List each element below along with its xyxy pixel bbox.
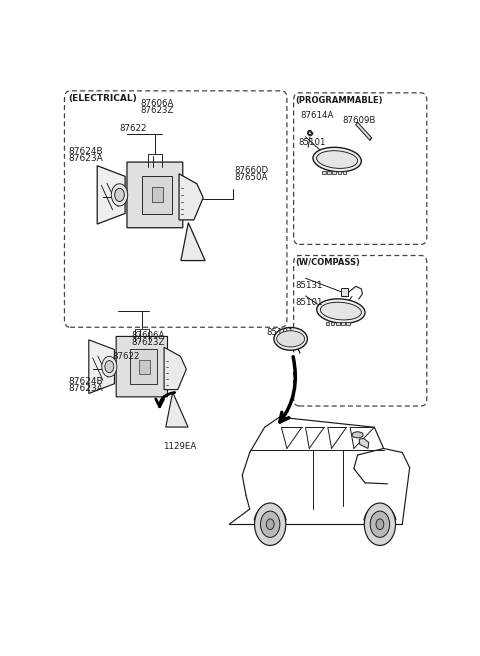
FancyBboxPatch shape <box>322 171 325 174</box>
Text: (PROGRAMMABLE): (PROGRAMMABLE) <box>296 96 383 105</box>
Text: 87623A: 87623A <box>68 155 103 163</box>
Circle shape <box>115 188 124 201</box>
Polygon shape <box>356 122 372 140</box>
FancyBboxPatch shape <box>129 165 181 225</box>
Ellipse shape <box>317 151 358 169</box>
Text: (W/COMPASS): (W/COMPASS) <box>296 258 360 267</box>
Text: 85131: 85131 <box>296 281 323 290</box>
Ellipse shape <box>317 299 365 323</box>
Text: 87622: 87622 <box>120 124 147 133</box>
Text: 87623Z: 87623Z <box>132 338 165 347</box>
FancyBboxPatch shape <box>347 322 350 325</box>
FancyBboxPatch shape <box>327 171 331 174</box>
FancyBboxPatch shape <box>120 341 164 392</box>
Text: 87614A: 87614A <box>300 111 333 120</box>
FancyBboxPatch shape <box>341 289 348 297</box>
Polygon shape <box>179 174 203 220</box>
Circle shape <box>254 503 286 545</box>
FancyBboxPatch shape <box>336 322 339 325</box>
Ellipse shape <box>352 432 363 438</box>
Text: 85101: 85101 <box>267 328 294 337</box>
Circle shape <box>266 519 274 529</box>
Polygon shape <box>97 166 125 224</box>
FancyBboxPatch shape <box>152 188 163 203</box>
FancyBboxPatch shape <box>326 322 329 325</box>
Ellipse shape <box>276 331 305 347</box>
FancyBboxPatch shape <box>130 349 157 384</box>
Circle shape <box>111 184 128 206</box>
Polygon shape <box>359 438 369 449</box>
Circle shape <box>105 361 114 373</box>
Text: 87623A: 87623A <box>68 384 103 393</box>
Text: 87660D: 87660D <box>234 165 268 174</box>
Text: 1129EA: 1129EA <box>163 442 197 451</box>
Polygon shape <box>166 392 188 427</box>
FancyBboxPatch shape <box>118 338 166 394</box>
Ellipse shape <box>313 148 361 172</box>
Ellipse shape <box>274 327 307 350</box>
Circle shape <box>261 511 280 537</box>
FancyBboxPatch shape <box>343 171 346 174</box>
Text: 85101: 85101 <box>299 138 326 148</box>
FancyBboxPatch shape <box>333 171 336 174</box>
FancyBboxPatch shape <box>116 337 168 397</box>
FancyBboxPatch shape <box>127 162 183 228</box>
Circle shape <box>364 503 396 545</box>
FancyBboxPatch shape <box>142 176 172 214</box>
Polygon shape <box>181 222 205 260</box>
Text: 85101: 85101 <box>296 298 323 307</box>
FancyBboxPatch shape <box>131 167 179 222</box>
FancyBboxPatch shape <box>331 322 335 325</box>
Circle shape <box>376 519 384 529</box>
Ellipse shape <box>320 302 361 320</box>
Circle shape <box>370 511 390 537</box>
FancyBboxPatch shape <box>337 171 341 174</box>
Text: 87606A: 87606A <box>132 331 165 340</box>
FancyBboxPatch shape <box>341 322 345 325</box>
Text: 87624B: 87624B <box>68 148 103 156</box>
Text: 87650A: 87650A <box>234 173 267 182</box>
FancyBboxPatch shape <box>140 359 150 374</box>
Text: (ELECTRICAL): (ELECTRICAL) <box>68 94 137 103</box>
Polygon shape <box>164 347 186 390</box>
Text: 87606A: 87606A <box>140 99 173 108</box>
Text: 87624B: 87624B <box>68 377 103 386</box>
Text: 87609B: 87609B <box>342 116 375 125</box>
Text: 87623Z: 87623Z <box>140 106 173 115</box>
Circle shape <box>102 356 117 377</box>
Polygon shape <box>89 340 114 394</box>
Text: 87622: 87622 <box>112 352 140 361</box>
